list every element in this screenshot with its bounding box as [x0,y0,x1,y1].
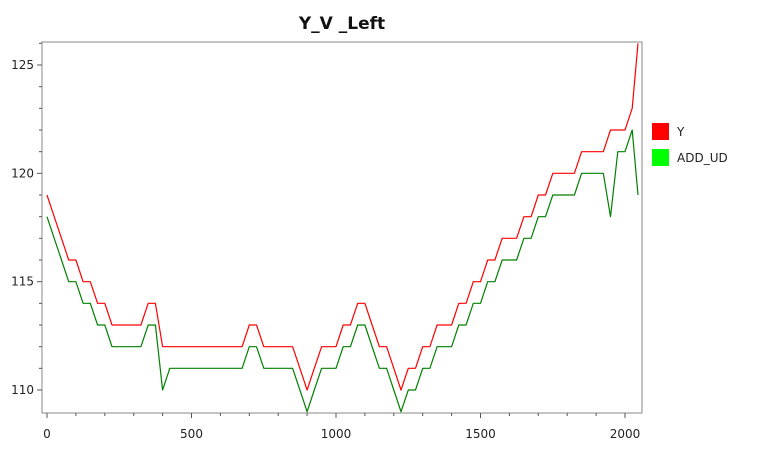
legend-label: ADD_UD [677,151,728,165]
x-axis: 0 500 1000 1500 2000 [43,413,640,441]
legend-swatch [652,149,669,166]
series-layer [46,43,639,413]
x-tick-label: 0 [43,427,51,441]
y-tick-label: 125 [11,58,34,72]
legend-label: Y [676,125,685,139]
legend: Y ADD_UD [652,123,728,166]
x-tick-label: 1000 [321,427,352,441]
legend-swatch [652,123,669,140]
y-tick-label: 115 [11,275,34,289]
y-tick-label: 120 [11,166,34,180]
x-tick-label: 500 [180,427,203,441]
series-line-add-ud [46,129,639,413]
plot-area [41,41,643,414]
y-axis: 110 115 120 125 [11,42,42,397]
x-tick-label: 1500 [465,427,496,441]
y-tick-label: 110 [11,383,34,397]
series-line-y [46,43,639,391]
chart-title: Y_V _Left [298,14,385,34]
x-tick-label: 2000 [610,427,641,441]
